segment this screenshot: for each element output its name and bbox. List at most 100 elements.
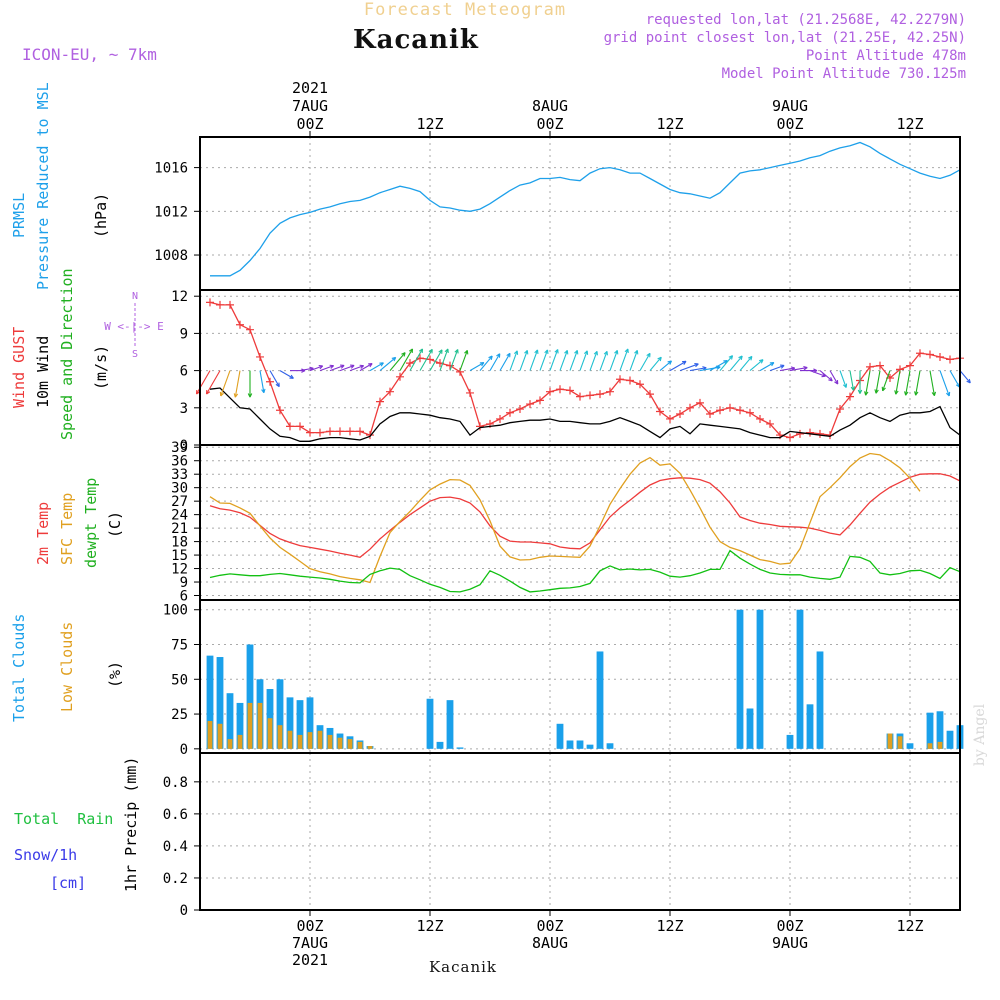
temp-2m-line	[209, 473, 961, 559]
wind-10m-label: 10m Wind	[34, 336, 52, 408]
wind-direction-arrowhead	[350, 364, 355, 369]
wind-direction-arrow	[719, 355, 733, 371]
wind-gust-marker	[356, 427, 364, 436]
wind-direction-arrowhead	[828, 377, 833, 382]
total-cloud-bar	[756, 609, 764, 749]
wind-direction-arrowhead	[904, 391, 909, 396]
wind-gust-marker	[216, 300, 224, 309]
total-cloud-bar	[586, 744, 594, 749]
wind-direction-arrow	[709, 360, 728, 372]
temperature-ytick-label: 36	[171, 454, 188, 470]
wind-direction-arrowhead	[401, 352, 406, 357]
pressure-ytick-label: 1016	[154, 161, 188, 177]
wind-direction-arrowhead	[329, 364, 335, 369]
wind-direction-arrow	[819, 370, 833, 382]
wind-direction-arrowhead	[438, 349, 443, 354]
temperature-ytick-label: 12	[171, 562, 188, 578]
wind-direction-arrow	[639, 353, 651, 371]
wind-direction-arrowhead	[488, 355, 493, 361]
top-time-label: 12Z	[896, 115, 923, 133]
wind-direction-arrowhead	[914, 391, 919, 396]
clouds-frame	[199, 599, 961, 754]
top-time-label: 00Z	[536, 115, 563, 133]
wind-direction-arrowhead	[318, 365, 324, 370]
total-cloud-bar	[786, 734, 794, 749]
wind-direction-arrowhead	[738, 355, 743, 361]
wind-direction-arrow	[829, 370, 839, 385]
wind-gust-marker	[696, 398, 704, 407]
wind-direction-arrow	[469, 362, 485, 372]
wind-direction-arrowhead	[574, 350, 579, 355]
wind-direction-arrowhead	[842, 383, 848, 388]
wind-direction-arrowhead	[667, 360, 672, 365]
wind-ytick-label: 6	[180, 364, 188, 380]
wind-direction-arrow	[839, 370, 847, 388]
wind-direction-arrow	[689, 367, 707, 372]
wind-unit-label: (m/s)	[92, 345, 110, 390]
low-cloud-bar	[307, 732, 313, 749]
cloud-unit-label: (%)	[106, 661, 124, 688]
precip-axis-label: 1hr Precip (mm)	[122, 757, 140, 892]
wind-direction-arrowhead	[614, 350, 619, 355]
low-cloud-bar	[897, 736, 903, 749]
wind-direction-arrowhead	[554, 349, 559, 354]
temp-sfc-line	[209, 452, 921, 584]
bottom-time-label: 8AUG	[532, 934, 568, 952]
low-cloud-bar	[237, 734, 243, 749]
wind-gust-marker	[606, 387, 614, 396]
wind-direction-arrowhead	[850, 386, 856, 391]
wind-direction-arrowhead	[603, 350, 608, 356]
wind-direction-arrowhead	[657, 356, 662, 362]
wind-gust-marker	[756, 414, 764, 423]
wind-gust-marker	[426, 355, 434, 364]
clouds-ytick-label: 50	[171, 672, 188, 688]
plot-layer: 1008101210160369126912151821242730333639…	[154, 79, 971, 969]
wind-direction-arrowhead	[261, 388, 266, 394]
wind-gust-marker	[786, 433, 794, 442]
total-cloud-bar	[426, 698, 434, 749]
total-cloud-bar	[906, 743, 914, 749]
wind-direction-arrow	[789, 367, 808, 372]
wind-gust-marker	[636, 380, 644, 389]
footer-location: Kacanik	[429, 958, 497, 976]
wind-gust-marker	[816, 429, 824, 438]
wind-direction-arrowhead	[694, 362, 699, 368]
wind-direction-arrow	[939, 370, 950, 397]
wind-direction-arrowhead	[275, 382, 280, 388]
wind-direction-arrowhead	[624, 348, 629, 354]
wind-direction-arrow	[749, 359, 764, 372]
precip-ytick-label: 0	[180, 903, 188, 919]
total-cloud-bar	[216, 657, 224, 749]
wind-direction-arrowhead	[874, 389, 879, 394]
wind-gust-line	[209, 301, 961, 439]
wind-gust-marker	[336, 427, 344, 436]
point-altitude: Point Altitude 478m	[806, 48, 966, 64]
total-cloud-bar	[926, 712, 934, 749]
low-cloud-bar	[347, 739, 353, 749]
wind-direction-arrowhead	[391, 356, 397, 362]
wind-gust-marker	[746, 408, 754, 417]
total-cloud-bar	[246, 644, 254, 749]
total-cloud-bar	[306, 697, 314, 749]
bottom-time-label: 00Z	[536, 917, 563, 935]
wind-gust-marker	[906, 361, 914, 370]
wind-gust-marker	[326, 427, 334, 436]
wind-gust-marker	[276, 406, 284, 415]
low-cloud-bar	[337, 737, 343, 749]
wind-direction-arrowhead	[593, 350, 598, 356]
wind-direction-arrow	[439, 348, 449, 371]
wind-direction-arrowhead	[748, 355, 753, 361]
wind-gust-marker	[656, 407, 664, 416]
wind-direction-arrow	[329, 364, 345, 372]
wind-direction-arrowhead	[506, 352, 511, 358]
wind-gust-marker	[836, 405, 844, 414]
wind-dir-label: Speed and Direction	[58, 268, 76, 440]
wind-direction-arrowhead	[894, 390, 899, 395]
wind-gust-marker	[516, 405, 524, 414]
bottom-time-label: 12Z	[896, 917, 923, 935]
wind-gust-marker	[286, 422, 294, 431]
wind-direction-arrow	[389, 352, 406, 371]
wind-direction-arrow	[729, 355, 743, 371]
